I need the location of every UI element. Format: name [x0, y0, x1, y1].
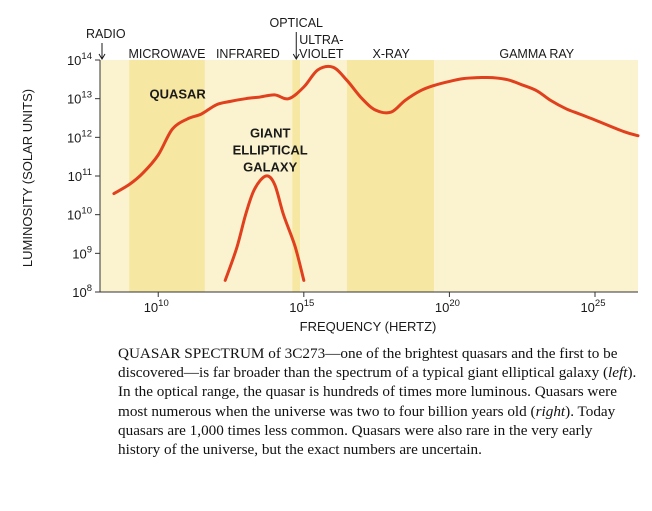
caption-paragraph: QUASAR SPECTRUM of 3C273—one of the brig… — [118, 344, 638, 459]
y-tick-label: 1014 — [67, 51, 92, 68]
band-label-gamma-ray: GAMMA RAY — [499, 47, 574, 61]
caption-italic: right — [535, 402, 566, 420]
y-tick-label: 108 — [72, 283, 92, 300]
series-labels: QUASAR GIANT ELLIPTICAL GALAXY — [149, 87, 307, 175]
y-tick-label: 1011 — [68, 167, 92, 184]
band-ultra-violet — [300, 60, 347, 292]
caption-text: ). In the optical range, the quasar is h… — [118, 364, 637, 420]
y-axis-label: LUMINOSITY (SOLAR UNITS) — [20, 89, 35, 267]
x-tick-label: 1020 — [435, 298, 460, 315]
band-label-x-ray: X-RAY — [373, 47, 411, 61]
caption-italic: left — [608, 364, 628, 382]
y-tick-label: 1013 — [67, 90, 92, 107]
caption-body: of 3C273—one of the brightest quasars an… — [118, 345, 636, 458]
series-line-giant-elliptical-galaxy — [223, 174, 306, 282]
band-optical — [292, 60, 301, 292]
band-label-infrared: INFRARED — [216, 47, 280, 61]
band-label-ultra-violet: ULTRA-VIOLET — [299, 33, 344, 61]
x-axis-label: FREQUENCY (HERTZ) — [300, 319, 437, 334]
x-tick-label: 1015 — [289, 298, 314, 315]
caption-text: of 3C273—one of the brightest quasars an… — [118, 345, 618, 382]
caption-text: ). Today quasars are 1,000 times less co… — [118, 402, 616, 459]
y-tick-label: 1010 — [67, 206, 92, 223]
band-label-radio: RADIO — [86, 27, 126, 41]
band-radio — [100, 60, 130, 292]
y-tick-label: 109 — [72, 244, 92, 261]
y-tick-label: 1012 — [67, 128, 92, 145]
x-tick-label: 1025 — [580, 298, 605, 315]
band-arrowhead-optical — [292, 53, 300, 60]
band-label-optical: OPTICAL — [270, 16, 324, 30]
x-tick-label: 1010 — [144, 298, 169, 315]
figure-caption: QUASAR SPECTRUM of 3C273—one of the brig… — [118, 344, 638, 459]
series-lines — [112, 64, 640, 282]
series-label-quasar: QUASAR — [149, 87, 206, 102]
caption-lead: QUASAR SPECTRUM — [118, 345, 265, 362]
tick-labels: 108 109 1010 1011 1012 1013 1014 1010 1015 1020 10… — [67, 51, 606, 315]
series-label-giant-elliptical-galaxy: GIANT ELLIPTICAL GALAXY — [233, 125, 308, 174]
band-label-microwave: MICROWAVE — [128, 47, 205, 61]
band-gamma-ray — [434, 60, 638, 292]
band-arrowhead-radio — [98, 53, 106, 60]
series-line-quasar — [112, 64, 640, 196]
